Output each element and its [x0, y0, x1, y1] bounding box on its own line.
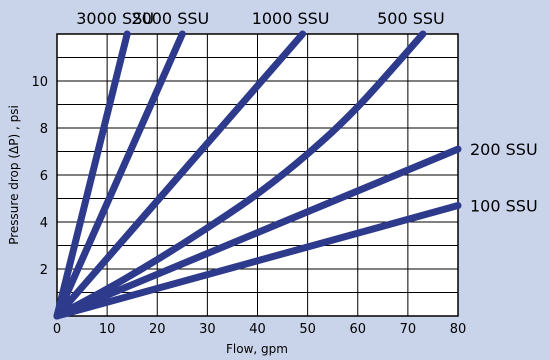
series-line-3000-ssu [53, 30, 131, 320]
series-lines [53, 30, 462, 320]
x-tick-label: 70 [400, 322, 417, 337]
y-tick-labels: 2 4 6 8 10 [31, 75, 48, 278]
series-label-3000-ssu: 3000 SSU [76, 9, 154, 28]
series-line-2000-ssu [53, 30, 186, 320]
y-tick-label: 8 [40, 122, 48, 137]
series-line-200-ssu [53, 145, 462, 320]
y-tick-label: 10 [31, 75, 48, 90]
series-label-2000-ssu: 2000 SSU [131, 9, 209, 28]
y-axis-title: Pressure drop (ΔP) , psi [7, 105, 21, 245]
x-tick-label: 30 [199, 322, 216, 337]
series-line-100-ssu [53, 202, 462, 320]
series-line-500-ssu [53, 30, 427, 320]
series-label-500-ssu: 500 SSU [377, 9, 445, 28]
y-tick-label: 4 [40, 216, 48, 231]
series-line-1000-ssu [53, 30, 307, 320]
x-tick-label: 60 [349, 322, 366, 337]
x-tick-label: 40 [249, 322, 266, 337]
x-tick-label: 20 [149, 322, 166, 337]
x-tick-label: 10 [99, 322, 116, 337]
y-tick-label: 2 [40, 263, 48, 278]
x-axis-title: Flow, gpm [226, 342, 288, 356]
x-tick-label: 0 [53, 322, 61, 337]
y-tick-label: 6 [40, 169, 48, 184]
x-tick-label: 80 [450, 322, 467, 337]
series-label-1000-ssu: 1000 SSU [252, 9, 330, 28]
series-label-200-ssu: 200 SSU [470, 140, 538, 159]
x-tick-labels: 0 10 20 30 40 50 60 70 80 [53, 322, 466, 337]
series-label-100-ssu: 100 SSU [470, 197, 538, 216]
plot-border [56, 33, 459, 317]
x-tick-label: 50 [299, 322, 316, 337]
